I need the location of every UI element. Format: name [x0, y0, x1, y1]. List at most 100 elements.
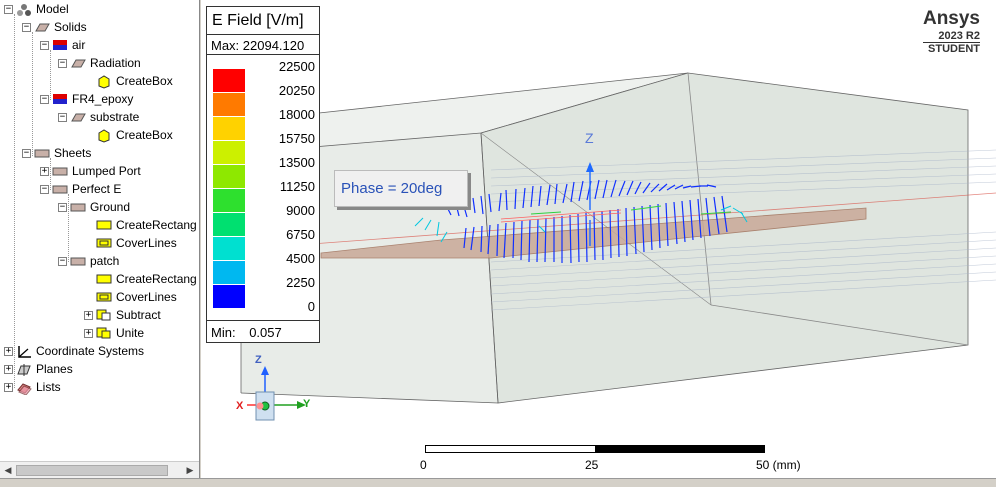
status-strip: [0, 478, 996, 487]
legend-level-label: 2250: [286, 275, 315, 290]
phase-indicator: Phase = 20deg: [334, 170, 468, 207]
subtract-icon: [96, 309, 112, 321]
expand-toggle[interactable]: +: [4, 363, 13, 374]
scale-tick-50: 50 (mm): [756, 458, 801, 472]
e-field-vectors-low: [414, 205, 748, 243]
legend-color-box: [213, 285, 245, 308]
legend-level-label: 13500: [278, 155, 315, 170]
tree-item-solids[interactable]: − Solids: [22, 18, 87, 36]
legend-color-box: [213, 141, 245, 164]
sheet-icon: [52, 165, 68, 177]
tree-item-planes[interactable]: + Planes: [4, 360, 73, 378]
field-plot-scene: [230, 72, 996, 421]
tree-item-coordinate-systems[interactable]: + Coordinate Systems: [4, 342, 144, 360]
sheet-icon: [70, 201, 86, 213]
planes-icon: [16, 363, 32, 376]
tree-item-label: Model: [36, 2, 69, 16]
tree-item-label: Sheets: [54, 146, 92, 160]
field-legend[interactable]: E Field [V/m] Max: 22094.120 22500 20250 1…: [206, 6, 320, 343]
z-arrow-head: [586, 162, 594, 172]
triad-y-label: Y: [303, 398, 311, 410]
tree-item-label: Planes: [36, 362, 73, 376]
tree-item-fr4-epoxy[interactable]: − FR4_epoxy: [40, 90, 133, 108]
legend-color-box: [213, 237, 245, 260]
model-icon: [16, 3, 32, 16]
lists-icon: [16, 381, 32, 396]
tree-item-lists[interactable]: + Lists: [4, 378, 61, 396]
material-icon: [52, 39, 68, 51]
expand-toggle[interactable]: +: [84, 327, 93, 338]
tree-horizontal-scrollbar[interactable]: ◀ ▶: [0, 461, 199, 478]
tree-item-sheets[interactable]: − Sheets: [22, 144, 91, 162]
tree-item-createrectang[interactable]: CreateRectang: [96, 216, 197, 234]
tree-item-createbox[interactable]: CreateBox: [96, 72, 173, 90]
tree-item-label: FR4_epoxy: [72, 92, 134, 106]
tree-item-label: Radiation: [90, 56, 141, 70]
tree-item-perfect-e[interactable]: − Perfect E: [40, 180, 121, 198]
tree-item-label: substrate: [90, 110, 140, 124]
tree-item-label: Ground: [90, 200, 131, 214]
cover-lines-icon: [96, 291, 112, 303]
tree-item-patch[interactable]: − patch: [58, 252, 119, 270]
tree-item-label: Unite: [116, 326, 145, 340]
tree-item-ground[interactable]: − Ground: [58, 198, 130, 216]
tree-item-lumped-port[interactable]: + Lumped Port: [40, 162, 141, 180]
collapse-toggle[interactable]: −: [58, 111, 67, 122]
sheet-icon: [52, 183, 68, 195]
scroll-thumb[interactable]: [16, 465, 168, 476]
tree-item-coverlines[interactable]: CoverLines: [96, 234, 177, 252]
collapse-toggle[interactable]: −: [58, 255, 67, 266]
scroll-right-icon[interactable]: ▶: [186, 465, 194, 475]
scroll-left-icon[interactable]: ◀: [4, 465, 12, 475]
tree-item-coverlines-2[interactable]: CoverLines: [96, 288, 177, 306]
3d-viewport[interactable]: Z Z X Y E Field [V/m] Max: 22094.120 225…: [201, 0, 996, 478]
collapse-toggle[interactable]: −: [40, 39, 49, 50]
tree-item-radiation[interactable]: − Radiation: [58, 54, 141, 72]
tree-item-substrate[interactable]: − substrate: [58, 108, 139, 126]
tree-item-label: Coordinate Systems: [36, 344, 145, 358]
tree-item-createbox-2[interactable]: CreateBox: [96, 126, 173, 144]
tree-item-subtract[interactable]: + Subtract: [84, 306, 161, 324]
e-field-vectors: [445, 179, 728, 264]
tree-item-model[interactable]: − Model: [4, 0, 69, 18]
legend-color-box: [213, 117, 245, 140]
substrate-slab: [320, 207, 867, 259]
feed-line: [230, 192, 996, 251]
tree-item-label: air: [72, 38, 86, 52]
expand-toggle[interactable]: +: [84, 309, 93, 320]
e-field-vectors-high: [530, 205, 732, 215]
legend-color-box: [213, 165, 245, 188]
tree-item-label: CoverLines: [116, 290, 177, 304]
tree-item-createrectang-2[interactable]: CreateRectang: [96, 270, 197, 288]
unite-icon: [96, 327, 112, 339]
tree-item-label: CoverLines: [116, 236, 177, 250]
legend-min-label: Min:: [211, 325, 236, 340]
logo-version: 2023 R2: [922, 30, 980, 43]
expand-toggle[interactable]: +: [40, 165, 49, 176]
collapse-toggle[interactable]: −: [58, 201, 67, 212]
legend-level-label: 20250: [278, 83, 315, 98]
sheet-icon: [70, 255, 86, 267]
solids-icon: [34, 21, 50, 33]
tree-item-unite[interactable]: + Unite: [84, 324, 144, 342]
sheet-icon: [34, 147, 50, 159]
expand-toggle[interactable]: +: [4, 381, 13, 392]
legend-min: Min: 0.057: [207, 320, 319, 342]
tree-item-air[interactable]: − air: [40, 36, 85, 54]
tree-item-label: CreateBox: [116, 74, 173, 88]
expand-toggle[interactable]: +: [4, 345, 13, 356]
collapse-toggle[interactable]: −: [22, 21, 31, 32]
box-icon: [96, 129, 112, 143]
tree-item-label: Lists: [36, 380, 61, 394]
collapse-toggle[interactable]: −: [22, 147, 31, 158]
collapse-toggle[interactable]: −: [58, 57, 67, 68]
tree-item-label: Subtract: [116, 308, 161, 322]
collapse-toggle[interactable]: −: [40, 93, 49, 104]
collapse-toggle[interactable]: −: [40, 183, 49, 194]
legend-color-box: [213, 213, 245, 236]
cover-lines-icon: [96, 237, 112, 249]
tree-item-label: Perfect E: [72, 182, 122, 196]
model-tree[interactable]: − Model − Solids − air − Radiation Creat…: [0, 0, 200, 478]
tree-item-label: CreateBox: [116, 128, 173, 142]
collapse-toggle[interactable]: −: [4, 3, 13, 14]
